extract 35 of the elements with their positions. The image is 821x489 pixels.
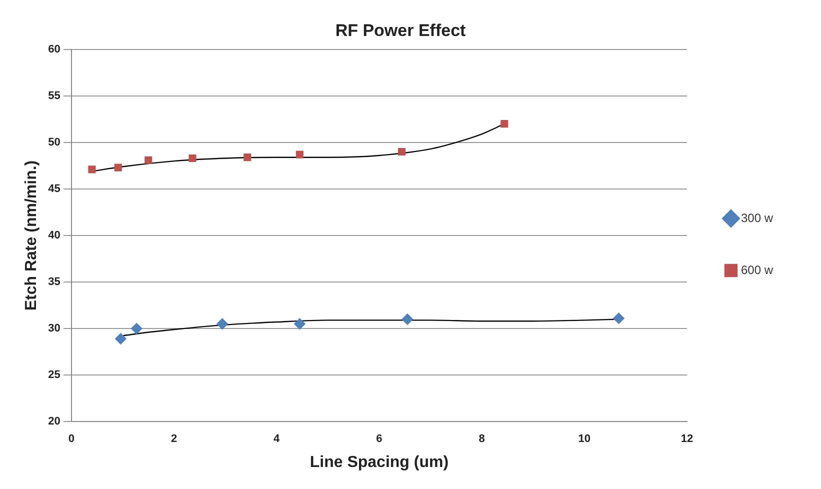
y-tick-label: 30 [48,322,60,335]
point [130,322,142,334]
legend-label: 300 w [740,210,774,225]
y-tick-label: 20 [48,416,60,428]
point [88,166,96,174]
point [115,333,126,344]
y-tick-label: 25 [48,369,60,382]
point [114,164,122,172]
y-tick-label: 55 [48,90,60,102]
point [402,314,414,325]
y-tick-label: 60 [48,43,60,56]
point [144,156,152,164]
x-tick-label: 2 [170,433,178,446]
point [296,150,304,158]
x-tick-label: 4 [274,433,281,446]
x-tick-label: 6 [376,433,382,446]
y-tick-label: 40 [48,230,60,242]
point [216,318,228,330]
y-tick-label: 50 [48,136,60,148]
legend-label: 600 w [740,262,774,277]
x-tick-label: 12 [680,433,694,446]
point [188,154,196,162]
point [613,312,624,324]
chart-title: RF Power Effect [335,20,466,40]
x-tick-label: 8 [478,433,485,446]
point [294,318,306,330]
y-tick-label: 45 [48,183,60,196]
y-tick-label: 35 [48,276,60,288]
x-tick-label: 10 [578,433,591,446]
x-tick-label: 0 [68,433,74,446]
y-axis-title: Etch Rate (nm/min.) [23,160,40,311]
point [500,120,508,128]
point [244,154,252,162]
point [398,148,406,156]
x-axis-title: Line Spacing (um) [310,454,449,471]
